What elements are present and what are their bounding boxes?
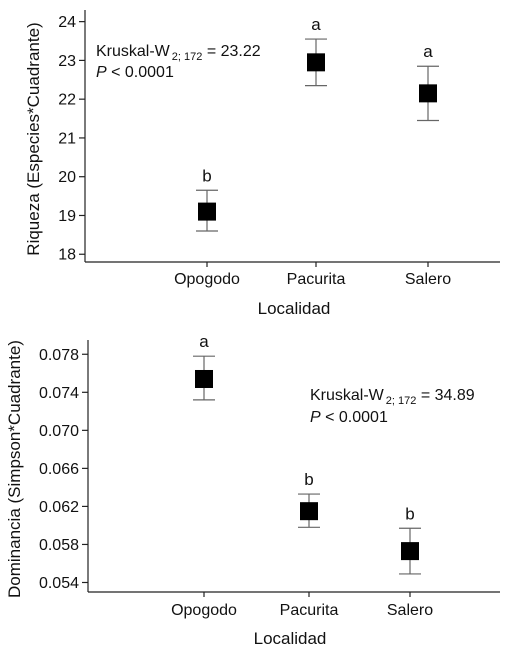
dominancia-point-group: a — [193, 332, 215, 401]
riqueza-plot-area: 18 19 20 21 22 23 24 Opogodo Pacurita Salero — [58, 10, 500, 288]
dominancia-stat-subscript: 2; 172 — [386, 395, 417, 407]
riqueza-y-tick-label: 21 — [58, 130, 76, 147]
riqueza-point-group: b — [196, 166, 218, 232]
riqueza-p-line: P < 0.0001 — [96, 64, 174, 81]
dominancia-y-tick-label: 0.054 — [39, 575, 79, 592]
dominancia-y-axis-title: Dominancia (Simpson*Cuadrante) — [5, 340, 24, 598]
dominancia-x-tick-label: Pacurita — [280, 602, 339, 619]
dominancia-stat-line: Kruskal-W 2; 172 = 34.89 — [310, 387, 475, 407]
riqueza-p-value: < 0.0001 — [107, 64, 174, 81]
riqueza-significance-letter: b — [202, 166, 211, 185]
riqueza-y-tick-label: 24 — [58, 14, 76, 31]
riqueza-y-tick-label: 22 — [58, 92, 76, 109]
dominancia-y-tick-label: 0.074 — [39, 385, 79, 402]
riqueza-significance-letter: a — [311, 15, 321, 34]
riqueza-x-tick-label: Opogodo — [174, 271, 240, 288]
riqueza-stat-value: = 23.22 — [202, 43, 260, 60]
dominancia-p-symbol: P — [310, 409, 321, 426]
dominancia-mean-point — [300, 502, 318, 521]
riqueza-x-axis-title: Localidad — [258, 299, 331, 318]
riqueza-stat-subscript: 2; 172 — [172, 51, 203, 63]
chart-dominancia: 0.054 0.058 0.062 0.066 0.070 0.074 0.078 Opogo… — [5, 332, 500, 648]
dominancia-x-tick-label: Salero — [387, 602, 433, 619]
riqueza-x-tick-label: Salero — [405, 271, 451, 288]
dominancia-plot-area: 0.054 0.058 0.062 0.066 0.070 0.074 0.078 Opogo… — [39, 340, 500, 619]
dominancia-y-tick-label: 0.078 — [39, 347, 79, 364]
dominancia-y-tick-label: 0.058 — [39, 537, 79, 554]
riqueza-mean-point — [307, 53, 325, 72]
riqueza-y-tick-label: 23 — [58, 53, 76, 70]
dominancia-stat-value: = 34.89 — [416, 387, 474, 404]
riqueza-x-tick-label: Pacurita — [287, 271, 346, 288]
riqueza-annotation: Kruskal-W 2; 172 = 23.22 P < 0.0001 — [96, 43, 261, 81]
dominancia-p-value: < 0.0001 — [321, 409, 388, 426]
riqueza-y-tick-label: 19 — [58, 208, 76, 225]
riqueza-y-tick-label: 20 — [58, 169, 76, 186]
dominancia-significance-letter: b — [405, 504, 414, 523]
riqueza-marks: b a a — [196, 15, 439, 232]
dominancia-y-tick-label: 0.062 — [39, 499, 79, 516]
dominancia-point-group: b — [399, 504, 421, 575]
riqueza-y-axis-title: Riqueza (Especies*Cuadrante) — [24, 22, 43, 255]
dominancia-y-tick-label: 0.066 — [39, 461, 79, 478]
dominancia-stat-prefix: Kruskal-W — [310, 387, 385, 404]
dominancia-mean-point — [401, 542, 419, 561]
dominancia-y-tick-label: 0.070 — [39, 423, 79, 440]
dominancia-x-axis-title: Localidad — [254, 629, 327, 648]
dominancia-annotation: Kruskal-W 2; 172 = 34.89 P < 0.0001 — [310, 387, 475, 426]
riqueza-mean-point — [419, 84, 437, 103]
dominancia-marks: a b b — [193, 332, 421, 575]
riqueza-point-group: a — [305, 15, 327, 87]
riqueza-mean-point — [198, 202, 216, 221]
riqueza-stat-prefix: Kruskal-W — [96, 43, 171, 60]
dominancia-mean-point — [195, 369, 213, 388]
riqueza-stat-line: Kruskal-W 2; 172 = 23.22 — [96, 43, 261, 63]
riqueza-p-symbol: P — [96, 64, 107, 81]
riqueza-y-tick-label: 18 — [58, 247, 76, 264]
dominancia-significance-letter: a — [199, 332, 209, 351]
riqueza-significance-letter: a — [423, 42, 433, 61]
dominancia-p-line: P < 0.0001 — [310, 409, 388, 426]
dominancia-point-group: b — [298, 470, 320, 528]
dominancia-x-tick-label: Opogodo — [171, 602, 237, 619]
riqueza-point-group: a — [417, 42, 439, 122]
dominancia-significance-letter: b — [304, 470, 313, 489]
